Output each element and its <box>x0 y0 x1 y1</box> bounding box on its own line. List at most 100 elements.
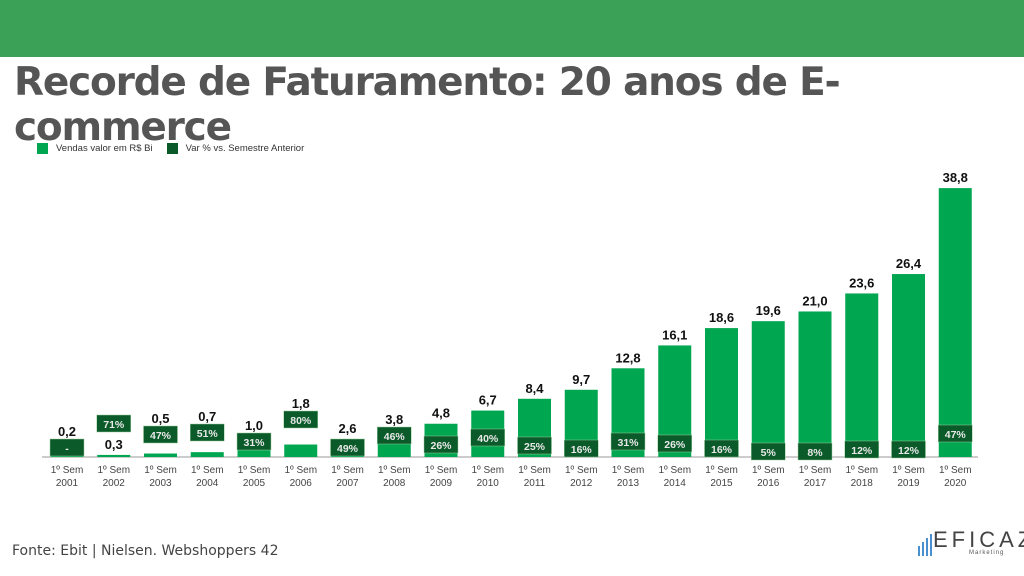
x-tick-label: 1º Sem <box>378 465 411 476</box>
value-label: 1,0 <box>245 418 263 433</box>
variation-box <box>844 440 879 459</box>
variation-label: 12% <box>898 445 920 457</box>
x-tick-label: 2005 <box>243 478 266 489</box>
variation-label: 16% <box>711 444 733 456</box>
variation-box <box>517 436 552 455</box>
sales-bar <box>938 188 972 457</box>
variation-box <box>96 414 131 433</box>
variation-label: 40% <box>477 433 499 445</box>
value-label: 4,8 <box>432 406 450 421</box>
value-label: 1,8 <box>292 396 310 411</box>
variation-box <box>751 442 786 461</box>
sales-bar <box>892 274 925 457</box>
variation-box <box>470 428 505 447</box>
x-tick-label: 2010 <box>477 478 500 489</box>
x-tick-label: 1º Sem <box>612 465 645 476</box>
value-label: 6,7 <box>479 393 497 408</box>
sales-bar <box>97 454 131 457</box>
value-label: 19,6 <box>756 303 781 318</box>
variation-label: 26% <box>430 440 452 452</box>
sales-bar <box>751 321 785 457</box>
variation-box <box>610 432 646 451</box>
x-tick-label: 2003 <box>149 478 172 489</box>
x-tick-label: 1º Sem <box>144 465 177 476</box>
x-tick-label: 2006 <box>290 478 313 489</box>
variation-label: 51% <box>197 428 219 440</box>
variation-label: 26% <box>664 439 686 451</box>
variation-box <box>797 442 833 461</box>
sales-bar <box>284 444 318 457</box>
variation-label: - <box>65 443 69 455</box>
chart-legend: Vendas valor em R$ Bi Var % vs. Semestre… <box>37 143 304 154</box>
variation-label: 46% <box>384 431 406 443</box>
x-tick-label: 2012 <box>570 478 593 489</box>
x-tick-label: 2011 <box>524 478 546 489</box>
variation-label: 47% <box>150 430 172 442</box>
variation-box <box>377 426 412 445</box>
x-tick-label: 1º Sem <box>284 465 317 476</box>
x-tick-label: 1º Sem <box>705 465 738 476</box>
sales-bar <box>190 452 224 457</box>
x-tick-label: 2018 <box>851 478 874 489</box>
sales-bar <box>237 450 271 457</box>
variation-label: 49% <box>337 443 359 455</box>
source-note: Fonte: Ebit | Nielsen. Webshoppers 42 <box>12 543 279 559</box>
x-tick-label: 1º Sem <box>191 465 224 476</box>
value-label: 8,4 <box>525 381 544 396</box>
value-label: 2,6 <box>338 421 356 436</box>
x-tick-label: 1º Sem <box>331 465 364 476</box>
x-tick-label: 1º Sem <box>565 465 598 476</box>
variation-box <box>283 410 318 429</box>
x-tick-label: 2007 <box>336 478 359 489</box>
variation-label: 12% <box>851 445 873 457</box>
value-label: 9,7 <box>572 372 590 387</box>
x-tick-label: 1º Sem <box>97 465 130 476</box>
variation-label: 31% <box>243 437 265 449</box>
eficaz-logo: EFICAZ Marketing <box>917 527 1024 558</box>
x-tick-label: 1º Sem <box>518 465 551 476</box>
sales-bar <box>845 293 879 457</box>
value-label: 3,8 <box>385 412 403 427</box>
value-label: 0,2 <box>58 424 76 439</box>
x-tick-label: 2009 <box>430 478 453 489</box>
variation-label: 25% <box>524 441 546 453</box>
header-bar <box>0 0 1024 57</box>
x-tick-label: 2013 <box>617 478 640 489</box>
value-label: 16,1 <box>662 327 687 342</box>
legend-item-sales: Vendas valor em R$ Bi <box>37 143 153 154</box>
variation-box <box>143 425 178 444</box>
value-label: 0,7 <box>198 409 216 424</box>
variation-box <box>330 438 365 457</box>
x-tick-label: 2016 <box>757 478 780 489</box>
sales-bar <box>144 453 177 457</box>
sales-bar <box>705 328 738 457</box>
value-label: 21,0 <box>802 293 827 308</box>
variation-box <box>423 435 459 454</box>
sales-bar <box>50 455 84 457</box>
value-label: 0,5 <box>151 411 169 426</box>
x-tick-label: 1º Sem <box>845 465 878 476</box>
x-tick-label: 1º Sem <box>892 465 925 476</box>
x-tick-label: 2015 <box>710 478 733 489</box>
variation-box <box>938 424 973 443</box>
value-label: 0,3 <box>105 437 123 452</box>
x-tick-label: 1º Sem <box>752 465 785 476</box>
x-tick-label: 2004 <box>196 478 219 489</box>
x-tick-label: 1º Sem <box>471 465 504 476</box>
value-label: 23,6 <box>849 275 874 290</box>
variation-box <box>564 439 599 458</box>
variation-label: 71% <box>103 419 125 431</box>
variation-box <box>49 438 85 457</box>
variation-label: 80% <box>290 415 312 427</box>
sales-bar <box>798 311 832 457</box>
x-tick-label: 2017 <box>804 478 827 489</box>
value-label: 12,8 <box>615 350 640 365</box>
x-tick-label: 1º Sem <box>799 465 832 476</box>
logo-bars-icon <box>918 534 932 556</box>
value-label: 18,6 <box>709 310 734 325</box>
x-tick-label: 2020 <box>944 478 967 489</box>
variation-label: 31% <box>617 437 639 449</box>
x-tick-label: 1º Sem <box>425 465 458 476</box>
variation-label: 8% <box>807 447 823 459</box>
